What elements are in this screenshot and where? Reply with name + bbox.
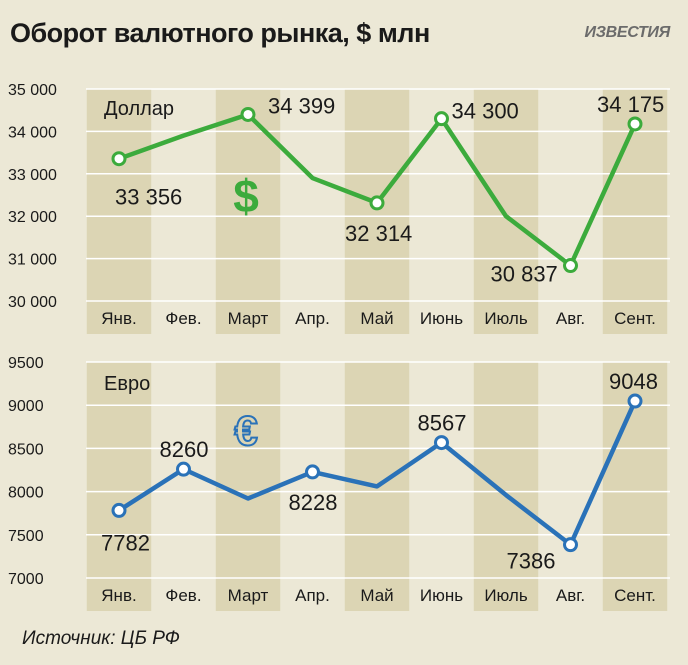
data-label: 30 837	[491, 262, 558, 287]
chart-panel-0: 30 000 31 000 32 000 33 000 34 000 35 000 Янв.…	[8, 82, 670, 334]
data-label: 7386	[507, 549, 556, 574]
data-point	[627, 116, 643, 132]
y-tick-label: 8500	[8, 441, 44, 458]
data-label: 32 314	[345, 221, 412, 246]
data-label: 33 356	[115, 185, 182, 210]
data-point	[563, 258, 578, 274]
x-tick-label: Май	[360, 309, 393, 328]
x-tick-label: Июль	[484, 586, 528, 605]
y-tick-label: 7500	[8, 528, 44, 545]
data-label: 34 399	[268, 93, 335, 118]
data-point	[563, 537, 578, 553]
data-point	[240, 106, 256, 122]
data-label: 8228	[289, 490, 338, 515]
data-point	[111, 151, 127, 167]
x-tick-label: Фев.	[165, 309, 201, 328]
x-tick-label: Май	[360, 586, 393, 605]
data-point	[627, 393, 643, 409]
x-tick-label: Июнь	[420, 309, 463, 328]
y-tick-label: 31 000	[8, 252, 57, 269]
x-tick-label: Янв.	[101, 309, 136, 328]
column-band	[473, 362, 539, 611]
y-tick-label: 34 000	[8, 124, 57, 141]
y-tick-label: 33 000	[8, 167, 57, 184]
y-tick-label: 9000	[8, 398, 44, 415]
column-band	[473, 89, 539, 334]
x-tick-label: Янв.	[101, 586, 136, 605]
data-point	[305, 464, 320, 480]
x-tick-label: Фев.	[165, 586, 201, 605]
data-point	[434, 111, 449, 127]
y-tick-label: 9500	[8, 355, 44, 372]
currency-symbol: $	[233, 170, 259, 222]
column-band	[86, 89, 152, 334]
x-tick-label: Март	[228, 586, 269, 605]
column-band	[344, 89, 410, 334]
data-point	[111, 502, 127, 518]
data-label: 8260	[160, 437, 209, 462]
data-point	[176, 461, 191, 477]
data-label: 34 175	[597, 92, 664, 117]
x-tick-label: Сент.	[614, 586, 656, 605]
y-tick-label: 32 000	[8, 209, 57, 226]
chart-panel-1: 7000 7500 8000 8500 9000 9500 Янв. Фев. Март Апр.…	[8, 355, 670, 611]
data-point	[434, 435, 449, 451]
page-title: Оборот валютного рынка, $ млн	[10, 18, 430, 48]
x-tick-label: Апр.	[295, 309, 330, 328]
x-tick-label: Апр.	[295, 586, 330, 605]
series-name: Евро	[104, 373, 150, 395]
x-tick-label: Сент.	[614, 309, 656, 328]
y-tick-label: 35 000	[8, 82, 57, 99]
column-band	[86, 362, 152, 611]
x-tick-label: Авг.	[556, 309, 585, 328]
source-note: Источник: ЦБ РФ	[22, 628, 180, 649]
series-name: Доллар	[104, 98, 174, 120]
x-tick-label: Июнь	[420, 586, 463, 605]
column-band	[215, 89, 281, 334]
data-label: 34 300	[452, 99, 519, 124]
x-tick-label: Июль	[484, 309, 528, 328]
y-tick-label: 30 000	[8, 294, 57, 311]
data-label: 7782	[101, 530, 150, 555]
data-point	[369, 195, 385, 211]
y-tick-label: 7000	[8, 571, 44, 588]
x-tick-label: Авг.	[556, 586, 585, 605]
y-tick-label: 8000	[8, 485, 44, 502]
data-label: 9048	[609, 369, 658, 394]
currency-symbol: €	[234, 407, 257, 454]
series-line	[117, 400, 638, 547]
x-tick-label: Март	[228, 309, 269, 328]
brand-logo: ИЗВЕСТИЯ	[584, 24, 670, 41]
data-label: 8567	[418, 411, 467, 436]
